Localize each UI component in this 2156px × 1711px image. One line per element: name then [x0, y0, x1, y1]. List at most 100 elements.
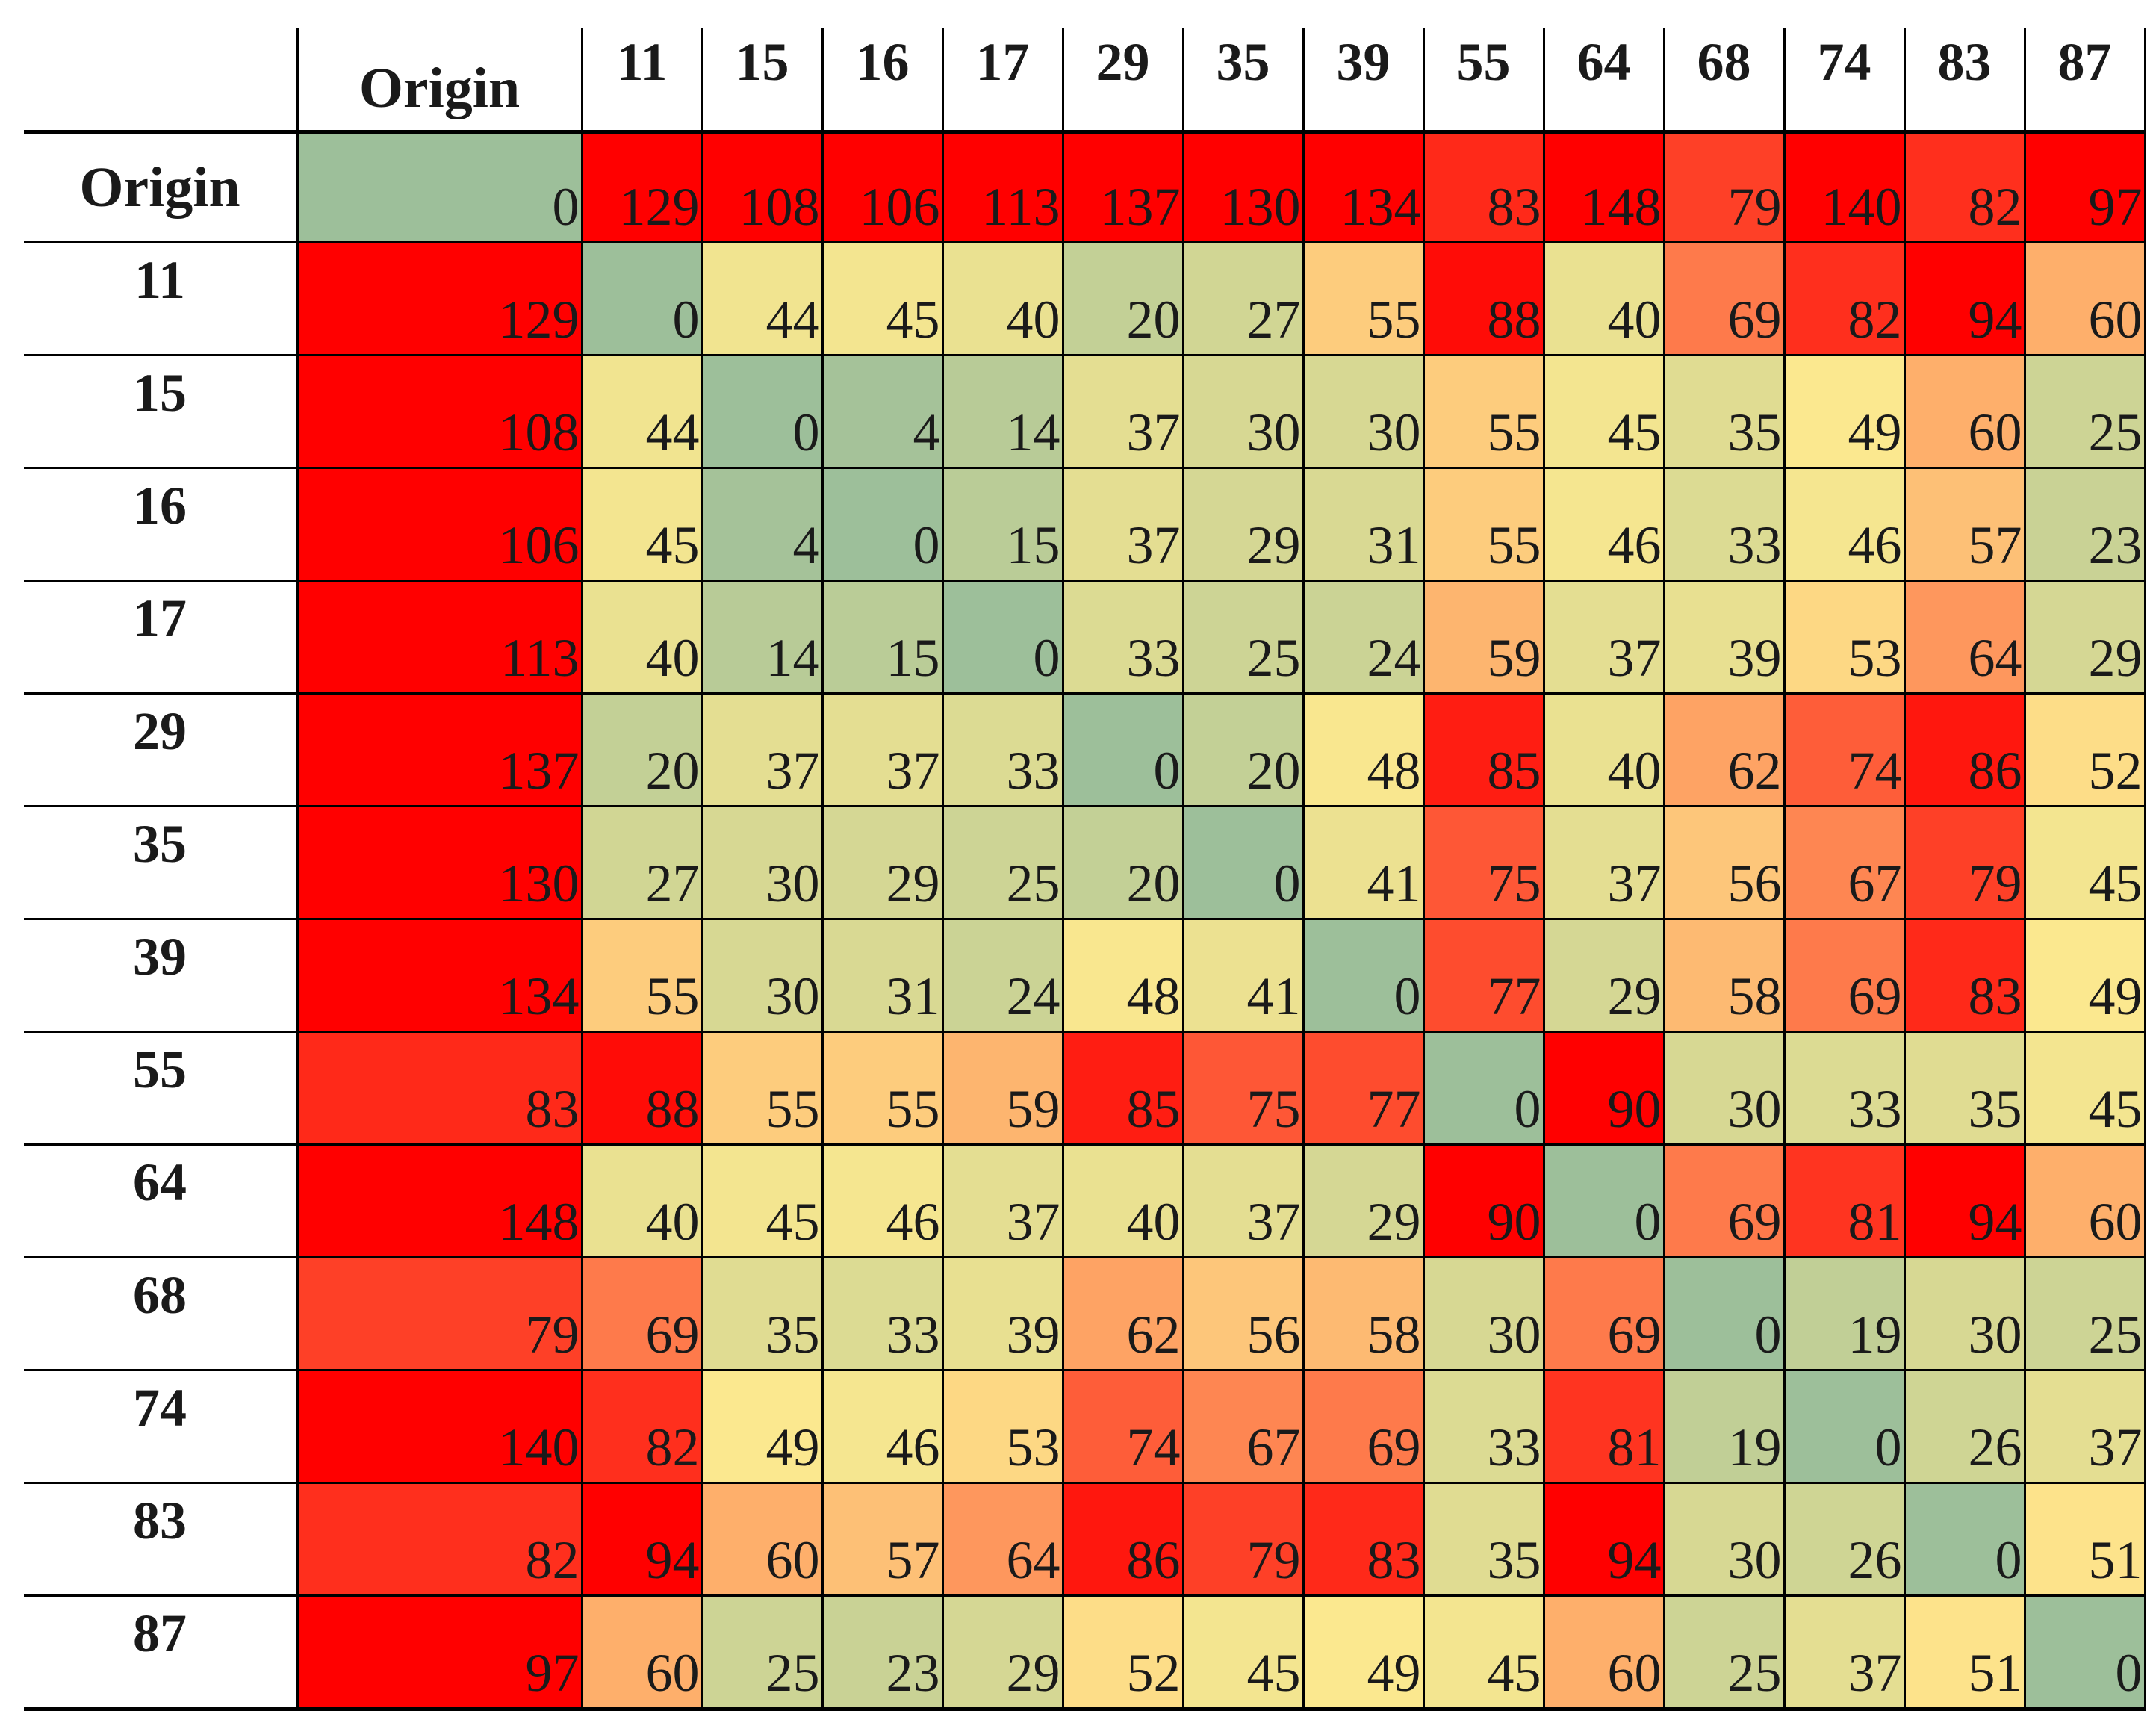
heatmap-cell: 25	[1662, 1594, 1786, 1711]
corner-cell	[24, 28, 299, 134]
heatmap-cell: 134	[1302, 131, 1425, 243]
heatmap-cell: 67	[1783, 805, 1906, 920]
row-header-15: 15	[24, 354, 297, 469]
heatmap-cell: 51	[2023, 1482, 2146, 1597]
heatmap-cell: 49	[700, 1369, 824, 1484]
heatmap-cell: 30	[1903, 1256, 2026, 1371]
heatmap-row-16: 16 106 45 4 0 15 37 29 31 55 46 33 46 57 23	[24, 467, 2146, 582]
heatmap-cell: 69	[580, 1256, 703, 1371]
heatmap-cell: 58	[1662, 918, 1786, 1033]
heatmap-cell: 40	[941, 241, 1064, 356]
heatmap-cell: 0	[941, 580, 1064, 695]
heatmap-cell: 130	[296, 805, 583, 920]
heatmap-cell: 0	[2023, 1594, 2146, 1711]
heatmap-cell: 25	[2023, 1256, 2146, 1371]
heatmap-cell: 60	[2023, 1143, 2146, 1258]
heatmap-cell: 64	[941, 1482, 1064, 1597]
heatmap-cell: 106	[821, 131, 944, 243]
heatmap-cell: 25	[2023, 354, 2146, 469]
heatmap-cell: 33	[1061, 580, 1184, 695]
heatmap-cell: 37	[941, 1143, 1064, 1258]
heatmap-row-55: 55 83 88 55 55 59 85 75 77 0 90 30 33 35 45	[24, 1031, 2146, 1146]
heatmap-cell: 55	[821, 1031, 944, 1146]
row-header-origin: Origin	[24, 131, 297, 243]
heatmap-cell: 33	[1783, 1031, 1906, 1146]
heatmap-row-17: 17 113 40 14 15 0 33 25 24 59 37 39 53 64 29	[24, 580, 2146, 695]
heatmap-cell: 49	[2023, 918, 2146, 1033]
heatmap-cell: 52	[1061, 1594, 1184, 1711]
row-header-83: 83	[24, 1482, 297, 1597]
heatmap-cell: 83	[1302, 1482, 1425, 1597]
heatmap-cell: 85	[1422, 692, 1545, 807]
heatmap-cell: 39	[1662, 580, 1786, 695]
heatmap-cell: 0	[1783, 1369, 1906, 1484]
heatmap-cell: 94	[580, 1482, 703, 1597]
heatmap-cell: 19	[1783, 1256, 1906, 1371]
heatmap-cell: 49	[1783, 354, 1906, 469]
heatmap-cell: 53	[1783, 580, 1906, 695]
heatmap-cell: 37	[1061, 467, 1184, 582]
heatmap-cell: 88	[1422, 241, 1545, 356]
heatmap-cell: 35	[1662, 354, 1786, 469]
heatmap-cell: 45	[1542, 354, 1665, 469]
heatmap-cell: 0	[1061, 692, 1184, 807]
heatmap-cell: 129	[296, 241, 583, 356]
heatmap-cell: 15	[821, 580, 944, 695]
heatmap-cell: 0	[1662, 1256, 1786, 1371]
heatmap-row-29: 29 137 20 37 37 33 0 20 48 85 40 62 74 86 52	[24, 692, 2146, 807]
heatmap-cell: 45	[2023, 1031, 2146, 1146]
row-header-74: 74	[24, 1369, 297, 1484]
heatmap-cell: 82	[296, 1482, 583, 1597]
heatmap-cell: 29	[1302, 1143, 1425, 1258]
heatmap-cell: 40	[1542, 692, 1665, 807]
heatmap-cell: 45	[2023, 805, 2146, 920]
heatmap-cell: 57	[1903, 467, 2026, 582]
heatmap-cell: 97	[2023, 131, 2146, 243]
heatmap-cell: 37	[1061, 354, 1184, 469]
heatmap-cell: 83	[1903, 918, 2026, 1033]
row-header-17: 17	[24, 580, 297, 695]
heatmap-cell: 74	[1783, 692, 1906, 807]
heatmap-cell: 67	[1181, 1369, 1305, 1484]
heatmap-row-15: 15 108 44 0 4 14 37 30 30 55 45 35 49 60 25	[24, 354, 2146, 469]
heatmap-cell: 15	[941, 467, 1064, 582]
heatmap-cell: 44	[580, 354, 703, 469]
heatmap-cell: 69	[1662, 241, 1786, 356]
heatmap-cell: 46	[821, 1369, 944, 1484]
heatmap-cell: 82	[1783, 241, 1906, 356]
heatmap-cell: 33	[941, 692, 1064, 807]
heatmap-cell: 31	[1302, 467, 1425, 582]
heatmap-cell: 60	[580, 1594, 703, 1711]
heatmap-row-74: 74 140 82 49 46 53 74 67 69 33 81 19 0 26 37	[24, 1369, 2146, 1484]
heatmap-cell: 19	[1662, 1369, 1786, 1484]
heatmap-cell: 40	[1542, 241, 1665, 356]
heatmap-cell: 26	[1783, 1482, 1906, 1597]
heatmap-cell: 45	[1422, 1594, 1545, 1711]
column-header-39: 39	[1302, 28, 1425, 134]
heatmap-cell: 129	[580, 131, 703, 243]
heatmap-cell: 25	[700, 1594, 824, 1711]
heatmap-cell: 57	[821, 1482, 944, 1597]
heatmap-cell: 0	[1422, 1031, 1545, 1146]
heatmap-cell: 79	[1181, 1482, 1305, 1597]
heatmap-cell: 24	[1302, 580, 1425, 695]
heatmap-cell: 49	[1302, 1594, 1425, 1711]
heatmap-cell: 51	[1903, 1594, 2026, 1711]
heatmap-cell: 79	[1903, 805, 2026, 920]
heatmap-cell: 113	[296, 580, 583, 695]
heatmap-cell: 45	[821, 241, 944, 356]
heatmap-cell: 29	[1542, 918, 1665, 1033]
heatmap-cell: 0	[700, 354, 824, 469]
heatmap-cell: 77	[1422, 918, 1545, 1033]
heatmap-cell: 35	[700, 1256, 824, 1371]
heatmap-row-11: 11 129 0 44 45 40 20 27 55 88 40 69 82 94 60	[24, 241, 2146, 356]
heatmap-cell: 29	[821, 805, 944, 920]
heatmap-cell: 0	[580, 241, 703, 356]
heatmap-cell: 64	[1903, 580, 2026, 695]
heatmap-cell: 90	[1542, 1031, 1665, 1146]
heatmap-cell: 37	[700, 692, 824, 807]
heatmap-cell: 25	[1181, 580, 1305, 695]
heatmap-cell: 56	[1181, 1256, 1305, 1371]
heatmap-body: Origin 0 129 108 106 113 137 130 134 83 148 79 140 82…	[24, 131, 2146, 1711]
heatmap-cell: 33	[821, 1256, 944, 1371]
